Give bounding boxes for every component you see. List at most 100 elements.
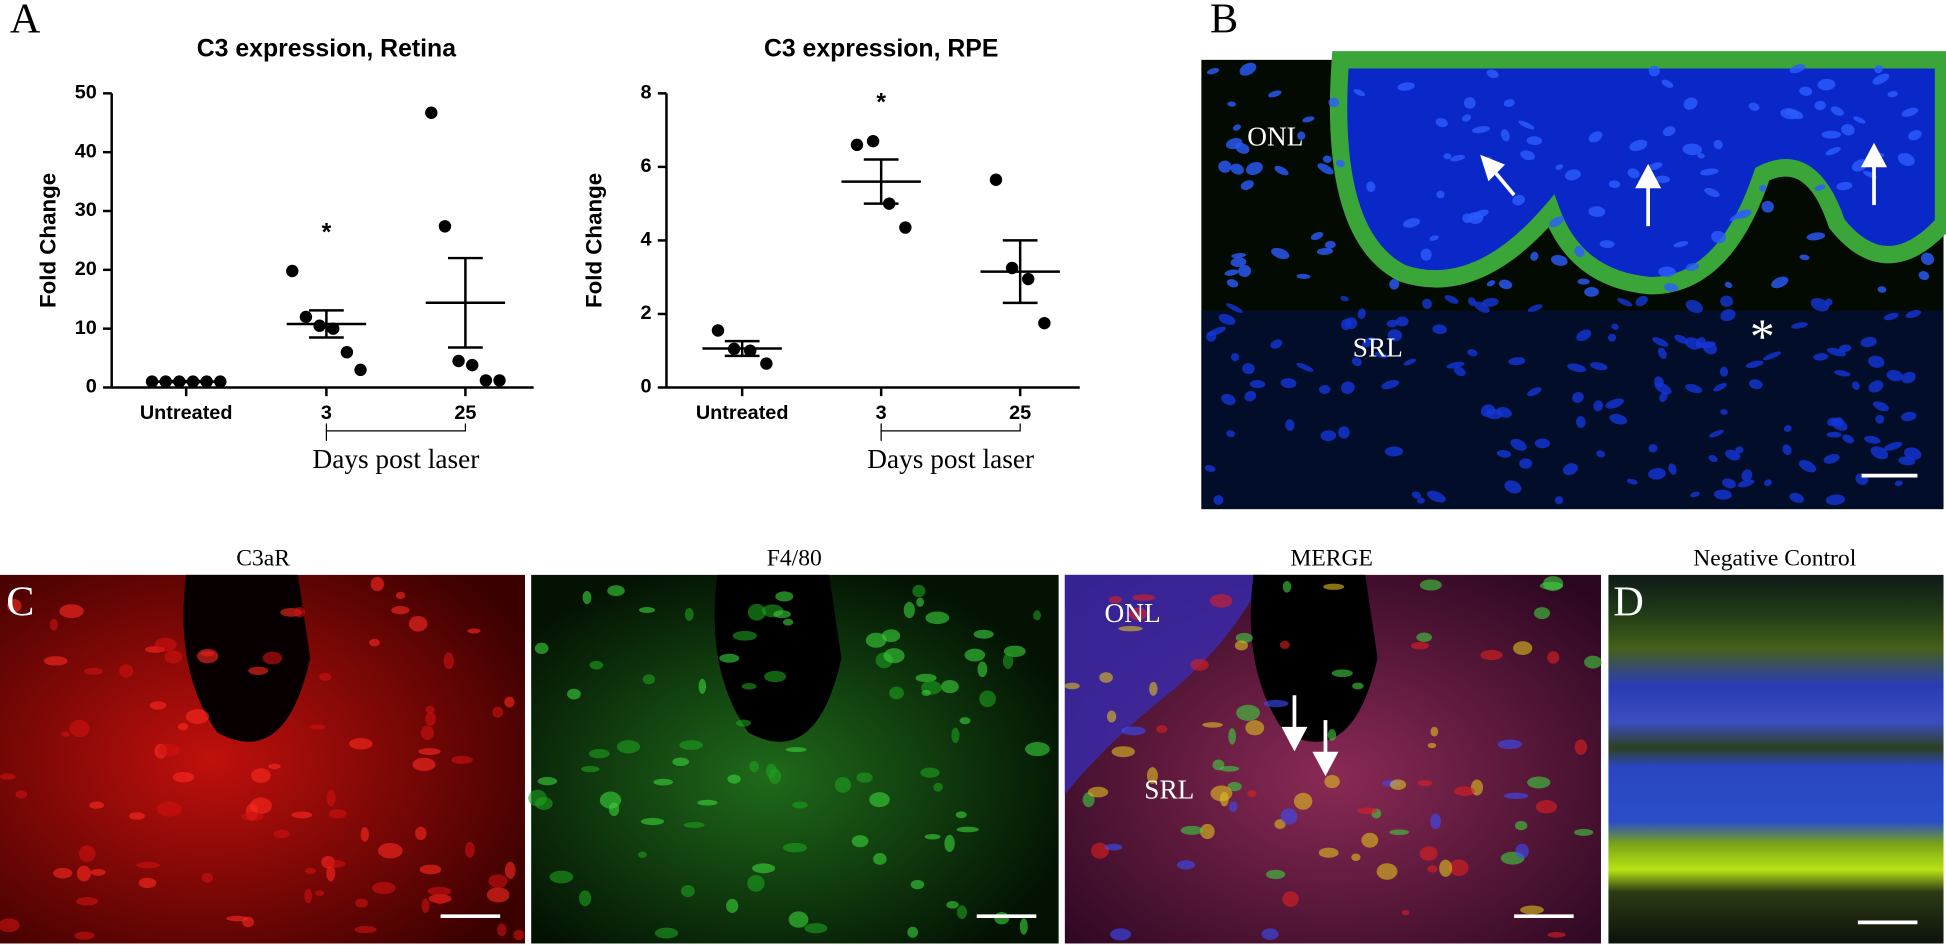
cell xyxy=(873,852,887,865)
cell xyxy=(69,719,90,738)
cell xyxy=(1261,928,1279,940)
nucleus xyxy=(1504,480,1522,494)
cell xyxy=(61,731,70,737)
cell xyxy=(912,584,926,598)
bracket xyxy=(880,423,1021,432)
nucleus xyxy=(1648,468,1666,480)
cell xyxy=(420,725,434,740)
nucleus xyxy=(1789,492,1804,503)
dark-hole xyxy=(183,574,311,742)
nucleus xyxy=(1872,73,1890,85)
cell xyxy=(1110,928,1132,941)
nucleus xyxy=(1763,479,1772,487)
nucleus xyxy=(1238,264,1252,278)
image-title: C3aR xyxy=(236,545,290,571)
cell xyxy=(964,648,986,662)
image-label: ONL xyxy=(1247,122,1303,152)
image-label: * xyxy=(1750,309,1775,364)
nucleus xyxy=(1763,351,1782,361)
nucleus xyxy=(1310,231,1324,241)
nucleus xyxy=(1720,309,1736,322)
nucleus xyxy=(1562,463,1578,476)
cell xyxy=(994,911,1010,925)
nucleus xyxy=(1232,124,1241,131)
arrows xyxy=(1480,142,1888,227)
cell xyxy=(752,863,776,874)
nucleus xyxy=(1806,232,1826,241)
nucleus xyxy=(1518,120,1535,130)
nucleus xyxy=(1908,129,1922,141)
cell xyxy=(881,629,901,643)
nucleus xyxy=(1709,429,1724,438)
nucleus xyxy=(1648,162,1663,171)
cell xyxy=(581,765,600,773)
cell xyxy=(1430,726,1439,737)
cell xyxy=(326,789,336,807)
cell xyxy=(1410,641,1429,650)
nucleus xyxy=(1296,273,1311,279)
y-tick-label: 0 xyxy=(86,376,97,398)
nucleus xyxy=(1340,381,1355,394)
nucleus xyxy=(1720,295,1734,308)
cell xyxy=(248,666,269,675)
nucleus xyxy=(1472,126,1490,134)
cell xyxy=(1547,931,1566,938)
cell xyxy=(903,601,915,619)
y-axis-label: Fold Change xyxy=(36,173,61,308)
cell xyxy=(467,628,481,634)
cell xyxy=(1427,865,1438,873)
cell xyxy=(504,861,516,879)
nucleus xyxy=(1520,150,1535,161)
cell xyxy=(415,826,427,841)
x-tick-label: 25 xyxy=(1009,402,1031,424)
cell xyxy=(534,797,553,810)
cell xyxy=(653,778,674,786)
cell xyxy=(1514,820,1528,831)
nucleus xyxy=(1420,248,1432,261)
cell xyxy=(775,591,794,602)
cell xyxy=(164,650,183,664)
cell xyxy=(488,874,508,888)
nucleus xyxy=(1826,347,1846,357)
nucleus xyxy=(1635,295,1648,307)
cell xyxy=(226,915,248,922)
nucleus xyxy=(1285,419,1295,431)
cell xyxy=(1118,625,1143,632)
nucleus xyxy=(1690,491,1700,498)
nucleus xyxy=(1335,159,1345,168)
cell xyxy=(314,890,325,896)
nucleus xyxy=(1503,99,1515,107)
cell xyxy=(1327,729,1337,741)
nucleus xyxy=(1799,86,1813,96)
nucleus xyxy=(1799,254,1810,261)
cell xyxy=(1087,786,1109,798)
cell xyxy=(1389,779,1407,790)
cell xyxy=(1282,580,1292,593)
panel-letter: A xyxy=(10,0,41,42)
cell xyxy=(698,678,707,694)
cell xyxy=(201,872,213,883)
cell xyxy=(377,842,403,859)
nucleus xyxy=(1527,304,1543,312)
nucleus xyxy=(1713,139,1723,150)
nucleus xyxy=(1242,363,1255,375)
cell xyxy=(119,664,134,678)
cell xyxy=(305,867,317,875)
nucleus xyxy=(1351,357,1362,367)
nucleus xyxy=(1887,91,1898,98)
y-tick-label: 6 xyxy=(641,155,652,177)
nucleus xyxy=(1593,400,1604,412)
nucleus xyxy=(1729,211,1746,222)
nucleus xyxy=(1481,297,1499,307)
cell xyxy=(765,763,777,779)
cell xyxy=(319,672,332,681)
cell xyxy=(537,777,558,786)
cell xyxy=(1574,828,1594,836)
cell xyxy=(74,931,95,940)
nucleus xyxy=(1550,254,1568,266)
nucleus xyxy=(1860,337,1877,348)
cell xyxy=(1331,669,1353,678)
cell xyxy=(977,661,988,678)
cell xyxy=(1263,699,1289,708)
cell xyxy=(654,927,679,939)
